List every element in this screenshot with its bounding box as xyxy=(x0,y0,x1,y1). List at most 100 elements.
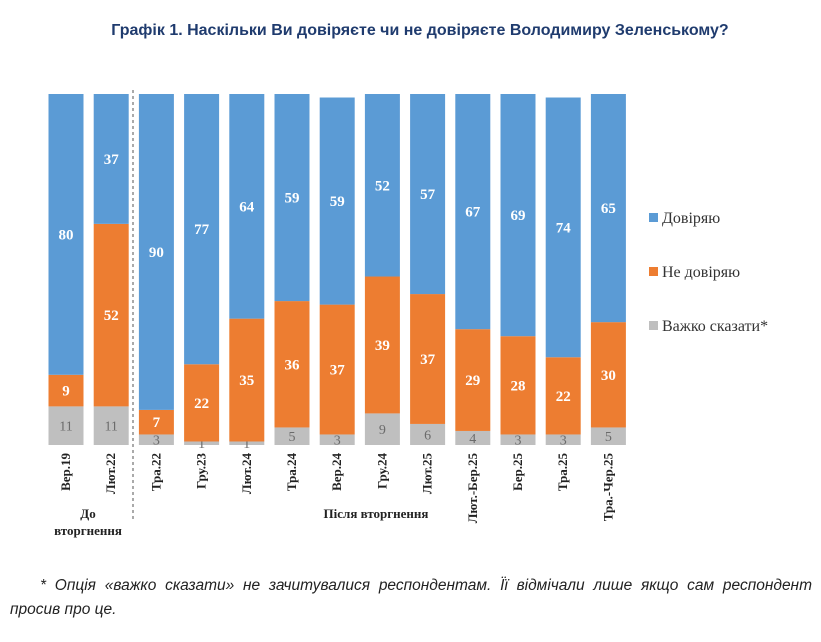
bar-segment xyxy=(500,336,536,435)
data-label: 11 xyxy=(104,420,117,435)
bar-segment xyxy=(500,94,536,337)
bar-segment xyxy=(590,322,626,428)
data-label: 37 xyxy=(104,152,120,168)
category-label: Гру.24 xyxy=(374,453,389,489)
data-label: 52 xyxy=(375,178,390,194)
bar-segment xyxy=(184,441,220,445)
data-label: 5 xyxy=(605,430,612,445)
bar-segment xyxy=(93,406,129,445)
data-label: 11 xyxy=(59,420,72,435)
bar-segment xyxy=(48,374,84,407)
bar-segment xyxy=(229,94,265,319)
legend: Довіряю Не довіряю Важко сказати* xyxy=(649,210,768,335)
bar-segment xyxy=(319,304,355,435)
data-label: 37 xyxy=(420,352,436,368)
bar-segment xyxy=(455,329,491,431)
bar-segment xyxy=(138,94,174,410)
data-label: 3 xyxy=(515,434,522,449)
data-label: 1 xyxy=(243,437,250,452)
category-label: Лют.22 xyxy=(103,453,118,494)
data-label: 22 xyxy=(194,396,209,412)
data-label: 7 xyxy=(153,415,161,431)
data-label: 37 xyxy=(330,363,346,379)
data-label: 74 xyxy=(556,220,572,236)
data-label: 52 xyxy=(104,308,119,324)
bar-segment xyxy=(545,97,581,358)
legend-swatch xyxy=(649,321,658,330)
data-label: 22 xyxy=(556,389,571,405)
legend-swatch xyxy=(649,267,658,276)
category-label: Гру.23 xyxy=(194,453,209,489)
data-label: 9 xyxy=(62,384,70,400)
group-label: Після вторгнення xyxy=(324,506,429,521)
bar-segment xyxy=(274,301,310,428)
data-label: 3 xyxy=(334,434,341,449)
bar-segment xyxy=(590,94,626,323)
data-label: 36 xyxy=(285,357,301,373)
bar-segment xyxy=(590,427,626,445)
category-label: Тра.22 xyxy=(148,453,163,491)
bar-segment xyxy=(319,434,355,445)
legend-label: Важко сказати* xyxy=(662,318,768,335)
footnote: * Опція «важко сказати» не зачитувалися … xyxy=(10,577,812,618)
category-label: Бер.25 xyxy=(510,453,525,491)
bar-segment xyxy=(364,276,400,414)
data-label: 28 xyxy=(511,378,526,394)
category-label: Тра.-Чер.25 xyxy=(600,453,615,522)
data-label: 39 xyxy=(375,338,390,354)
bar-segment xyxy=(410,294,446,424)
group-label: До xyxy=(80,506,95,521)
bar-segment xyxy=(455,430,491,445)
group-label: вторгнення xyxy=(54,523,122,538)
data-label: 3 xyxy=(153,434,160,449)
bar-segment xyxy=(500,434,536,445)
bar-segment xyxy=(410,94,446,295)
category-label: Тра.25 xyxy=(555,453,570,492)
bar-segment xyxy=(364,413,400,445)
bar-segment xyxy=(229,318,265,442)
bars-layer: 1198011523737901227713564536593375993952… xyxy=(48,94,626,452)
category-label: Вер.24 xyxy=(329,453,344,491)
bar-segment xyxy=(48,406,84,445)
data-label: 29 xyxy=(465,373,480,389)
bar-segment xyxy=(274,94,310,302)
category-label: Вер.19 xyxy=(58,453,73,491)
data-label: 59 xyxy=(285,191,300,207)
bar-segment xyxy=(410,423,446,445)
bar-segment xyxy=(274,427,310,445)
bar-segment xyxy=(184,364,220,442)
data-label: 67 xyxy=(465,205,481,221)
bar-segment xyxy=(319,97,355,305)
data-label: 77 xyxy=(194,222,210,238)
data-label: 57 xyxy=(420,187,436,203)
bar-segment xyxy=(93,94,129,224)
data-label: 4 xyxy=(469,432,476,447)
data-label: 1 xyxy=(198,437,205,452)
data-label: 59 xyxy=(330,194,345,210)
bar-segment xyxy=(184,94,220,365)
data-label: 90 xyxy=(149,245,164,261)
bar-segment xyxy=(455,94,491,330)
bar-segment xyxy=(138,409,174,435)
category-labels: Вер.19 Лют.22 Тра.22 Гру.23 Лют.24 Тра.24 Вер.… xyxy=(58,453,615,524)
bar-segment xyxy=(48,94,84,375)
category-label: Тра.24 xyxy=(284,453,299,492)
category-label: Лют.-Бер.25 xyxy=(465,453,480,524)
data-label: 35 xyxy=(239,373,254,389)
data-label: 30 xyxy=(601,368,616,384)
category-label: Лют.24 xyxy=(239,453,254,495)
bar-segment xyxy=(229,441,265,445)
bar-segment xyxy=(93,223,129,407)
legend-label: Довіряю xyxy=(662,210,720,227)
bar-segment xyxy=(545,357,581,435)
data-label: 69 xyxy=(511,208,526,224)
data-label: 65 xyxy=(601,201,616,217)
data-label: 3 xyxy=(560,434,567,449)
chart-title: Графік 1. Наскільки Ви довіряєте чи не д… xyxy=(111,22,729,39)
legend-label: Не довіряю xyxy=(662,264,740,281)
data-label: 64 xyxy=(239,199,255,215)
legend-swatch xyxy=(649,213,658,222)
data-label: 80 xyxy=(59,227,74,243)
data-label: 6 xyxy=(424,428,431,443)
category-label: Лют.25 xyxy=(420,453,435,495)
